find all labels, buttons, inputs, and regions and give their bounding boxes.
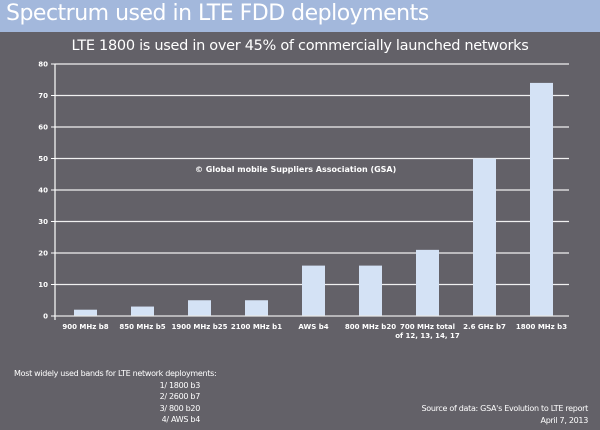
- bands-list: Most widely used bands for LTE network d…: [14, 368, 217, 426]
- bar: [530, 82, 553, 317]
- bar: [302, 265, 325, 316]
- y-tick-label: 50: [38, 155, 48, 163]
- band-item: 2/ 2600 b7: [159, 392, 201, 401]
- bar: [131, 306, 154, 316]
- x-tick-label: 1900 MHz b25: [171, 323, 227, 331]
- x-tick-label: 1800 MHz b3: [516, 323, 567, 331]
- bar: [188, 300, 211, 316]
- y-tick-label: 60: [38, 124, 48, 132]
- x-tick-label: 2100 MHz b1: [231, 323, 282, 331]
- bar: [473, 158, 496, 316]
- y-tick-label: 10: [38, 281, 48, 289]
- source-note: Source of data: GSA's Evolution to LTE r…: [421, 403, 588, 426]
- bar: [416, 249, 439, 316]
- band-item: 1/ 1800 b3: [159, 380, 201, 390]
- x-tick-label: 900 MHz b8: [62, 323, 108, 331]
- copyright-annotation: © Global mobile Suppliers Association (G…: [195, 165, 397, 174]
- band-item: 3/ 800 b20: [159, 403, 201, 413]
- source-date: April 7, 2013: [540, 415, 589, 425]
- y-tick-label: 80: [38, 61, 48, 69]
- y-tick-label: 70: [38, 92, 48, 100]
- bar: [359, 265, 382, 316]
- source-text: Source of data: GSA's Evolution to LTE r…: [421, 404, 588, 413]
- x-tick-label: 800 MHz b20: [345, 323, 396, 331]
- y-tick-label: 40: [38, 187, 48, 195]
- y-tick-label: 30: [38, 218, 48, 226]
- bands-heading: Most widely used bands for LTE network d…: [14, 369, 217, 378]
- x-tick-label: 700 MHz total of 12, 13, 14, 17: [395, 323, 460, 340]
- band-item: 4/ AWS b4: [161, 415, 201, 424]
- y-tick-label: 0: [43, 313, 48, 321]
- x-tick-label: 2.6 GHz b7: [463, 323, 506, 331]
- x-tick-label: 850 MHz b5: [119, 323, 165, 331]
- header-banner: Spectrum used in LTE FDD deployments: [0, 0, 600, 32]
- chart-title: LTE 1800 is used in over 45% of commerci…: [71, 38, 529, 54]
- page-title: Spectrum used in LTE FDD deployments: [6, 1, 429, 26]
- bar: [245, 300, 268, 316]
- x-tick-label: AWS b4: [298, 323, 328, 331]
- bar: [74, 309, 97, 316]
- y-tick-label: 20: [38, 250, 48, 258]
